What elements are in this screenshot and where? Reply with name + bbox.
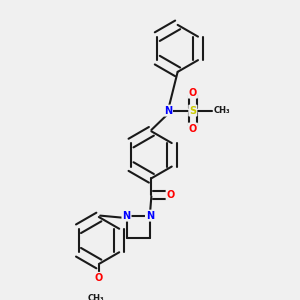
Text: N: N xyxy=(146,211,154,220)
Text: O: O xyxy=(189,124,197,134)
Text: S: S xyxy=(189,106,197,116)
Text: N: N xyxy=(164,106,172,116)
Text: N: N xyxy=(122,211,130,220)
Text: O: O xyxy=(189,88,197,98)
Text: O: O xyxy=(95,273,103,283)
Text: CH₃: CH₃ xyxy=(88,294,104,300)
Text: CH₃: CH₃ xyxy=(214,106,230,115)
Text: O: O xyxy=(167,190,175,200)
